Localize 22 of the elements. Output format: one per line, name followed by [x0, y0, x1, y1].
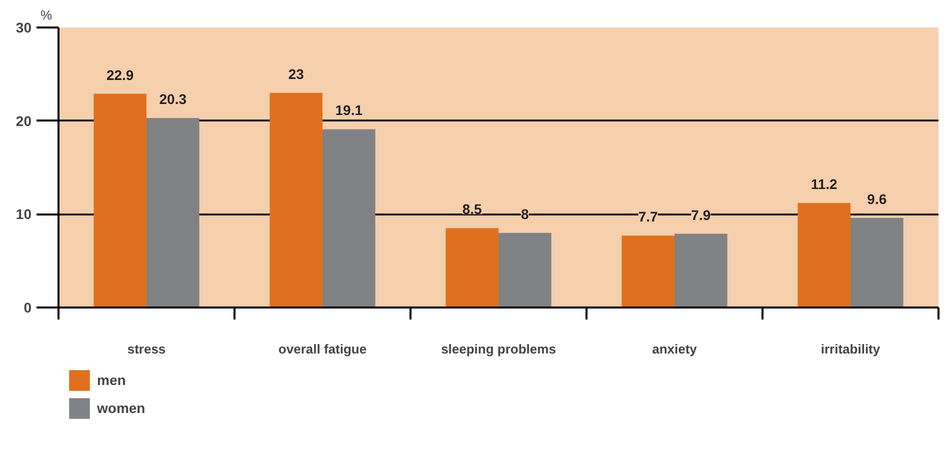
- data-label: 22.9: [106, 66, 134, 83]
- data-label: 7.7: [638, 208, 658, 225]
- x-tick-label: stress: [127, 342, 166, 356]
- data-label: 19.1: [335, 102, 363, 118]
- data-label: 11.2: [810, 176, 838, 192]
- x-tick-label: anxiety: [652, 342, 698, 356]
- data-label: 9.6: [867, 190, 887, 207]
- data-label: 23: [288, 66, 304, 82]
- y-tick-label: 30: [16, 20, 32, 36]
- data-label: 8.5: [462, 201, 482, 218]
- data-label: 8: [521, 206, 530, 222]
- x-tick-label: irritability: [820, 342, 881, 356]
- y-tick-label: 0: [24, 300, 32, 316]
- x-tick-label: sleeping problems: [441, 342, 556, 356]
- legend-label: men: [97, 372, 126, 388]
- y-axis-title: %: [40, 8, 52, 22]
- y-tick-label: 10: [16, 206, 32, 222]
- legend-label: women: [97, 400, 146, 416]
- x-tick-label: overall fatigue: [278, 342, 367, 356]
- data-label: 20.3: [159, 91, 187, 108]
- data-label: 7.9: [691, 206, 711, 223]
- y-tick-label: 20: [16, 112, 32, 129]
